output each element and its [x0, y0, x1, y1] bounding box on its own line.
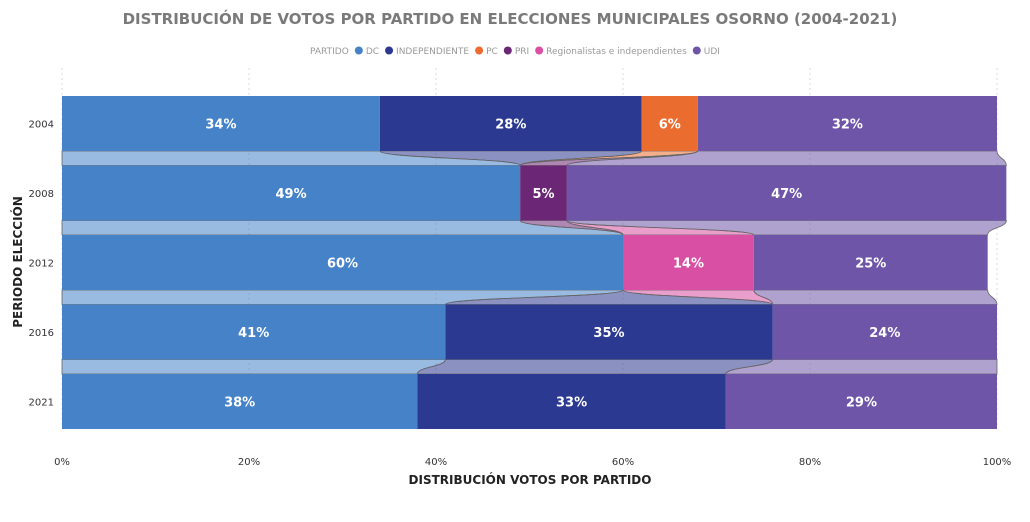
legend-title: PARTIDO [310, 47, 349, 57]
legend-marker [535, 46, 544, 55]
y-tick-label: 2008 [29, 189, 54, 200]
bar-segment [697, 96, 997, 151]
y-axis-label: PERIODO ELECCIÓN [10, 196, 25, 328]
legend-entry: Regionalistas e independientes [546, 47, 687, 57]
data-label: 6% [659, 118, 681, 133]
x-axis-label: DISTRIBUCIÓN VOTOS POR PARTIDO [409, 472, 652, 487]
legend-entry: UDI [704, 47, 720, 57]
y-tick-label: 2021 [29, 398, 54, 409]
x-tick-label: 100% [983, 457, 1012, 468]
bar-segment [641, 96, 698, 151]
bar-segment [772, 304, 997, 360]
bar-segment [62, 165, 521, 221]
data-label: 32% [832, 118, 863, 133]
legend-entry: PC [486, 47, 498, 57]
bar-segment [379, 96, 642, 151]
legend-marker [354, 46, 363, 55]
legend-marker [385, 46, 394, 55]
bar-segment [417, 374, 726, 429]
legend-marker [475, 46, 484, 55]
y-tick-label: 2016 [29, 328, 54, 339]
data-label: 33% [556, 396, 587, 411]
ribbon [753, 289, 998, 305]
ribbons [61, 150, 1007, 375]
legend-entry: PRI [515, 47, 529, 57]
chart-title: DISTRIBUCIÓN DE VOTOS POR PARTIDO EN ELE… [123, 9, 898, 28]
bar-segment [62, 96, 380, 151]
y-tick-label: 2004 [29, 120, 54, 131]
data-label: 41% [238, 326, 269, 341]
legend-entry: DC [366, 47, 379, 57]
x-tick-label: 40% [425, 457, 447, 468]
bar-segment [566, 165, 1007, 221]
x-tick-labels: 0% 20% 40% 60% 80% 100% [54, 457, 1011, 468]
bar-segment [520, 165, 567, 221]
bar-segment [725, 374, 997, 429]
data-label: 34% [205, 118, 236, 133]
ribbon [416, 359, 774, 375]
data-label: 25% [855, 257, 886, 272]
data-label: 60% [327, 257, 358, 272]
y-tick-label: 2012 [29, 259, 54, 270]
ribbon [61, 359, 446, 375]
bar-segment [623, 235, 754, 290]
legend-entry: INDEPENDIENTE [396, 47, 469, 57]
legend: PARTIDO DC INDEPENDIENTE PC PRI Regionalistas… [310, 46, 720, 57]
data-label: 47% [771, 187, 802, 202]
legend-marker [503, 46, 512, 55]
bar-segment [62, 235, 623, 290]
legend-marker [692, 46, 701, 55]
data-label: 35% [593, 326, 624, 341]
bar-segment [62, 374, 418, 429]
data-label: 24% [869, 326, 900, 341]
y-tick-labels: 2004 2008 2012 2016 2021 [29, 120, 54, 409]
bar-segment [62, 304, 446, 360]
data-label: 38% [224, 396, 255, 411]
data-label: 28% [495, 118, 526, 133]
bar-segment [445, 304, 773, 360]
x-tick-label: 80% [799, 457, 821, 468]
x-tick-label: 0% [54, 457, 70, 468]
data-label: 29% [846, 396, 877, 411]
data-label: 14% [673, 257, 704, 272]
ribbon [566, 220, 1007, 236]
ribbon [566, 150, 1007, 166]
bars: 34% 28% 6% 32% 49% 5% 47% 60% 14% 25% 41% 35% 24% 38%… [62, 96, 1007, 429]
x-tick-label: 20% [238, 457, 260, 468]
data-label: 5% [532, 187, 554, 202]
bar-segment [753, 235, 988, 290]
data-label: 49% [276, 187, 307, 202]
x-tick-label: 60% [612, 457, 634, 468]
